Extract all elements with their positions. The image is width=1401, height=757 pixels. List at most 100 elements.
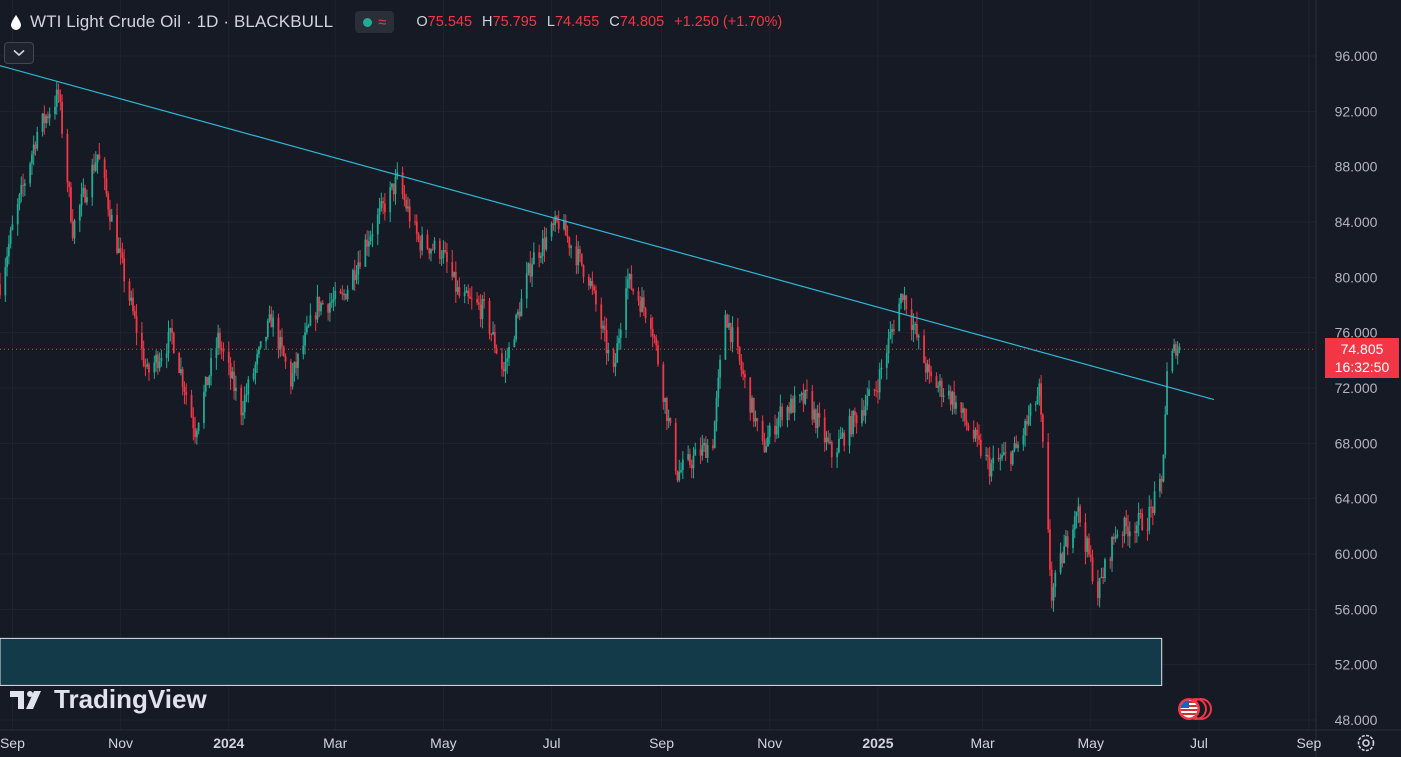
collapse-legend-button[interactable]	[4, 42, 34, 64]
candle-up-body	[32, 144, 35, 155]
high-value: 75.795	[492, 14, 537, 30]
candle-up-body	[352, 270, 354, 290]
symbol-name: WTI Light Crude Oil	[30, 12, 182, 31]
time-tick-label: Mar	[323, 735, 347, 751]
candle-up-body	[525, 273, 528, 299]
candle-down-body	[976, 429, 979, 436]
candle-up-body	[245, 394, 248, 396]
candle-up-body	[389, 187, 392, 213]
candle-up-body	[297, 354, 299, 368]
candle-down-body	[1112, 536, 1115, 539]
candle-up-body	[947, 390, 950, 396]
candle-down-body	[1047, 441, 1050, 530]
candle-down-body	[642, 297, 645, 309]
candle-up-body	[868, 389, 870, 396]
interval-label: 1D	[196, 12, 219, 31]
candle-up-body	[724, 314, 727, 360]
candle-up-body	[1098, 578, 1101, 599]
candle-up-body	[768, 425, 771, 437]
candle-up-body	[793, 395, 796, 413]
candle-down-body	[953, 392, 956, 409]
candle-down-body	[1066, 536, 1069, 548]
tradingview-logo[interactable]: TradingView	[10, 684, 207, 715]
candle-down-body	[568, 237, 571, 248]
candle-up-body	[614, 362, 617, 367]
candle-up-body	[527, 263, 530, 274]
candle-down-body	[392, 183, 395, 195]
candle-down-body	[605, 330, 608, 354]
candle-up-body	[1111, 536, 1113, 561]
candle-down-body	[321, 302, 324, 305]
candle-down-body	[22, 184, 24, 186]
candle-down-body	[997, 457, 1000, 460]
candle-up-body	[376, 214, 379, 235]
candle-down-body	[655, 338, 658, 346]
candle-up-body	[1166, 371, 1168, 415]
candle-up-body	[625, 288, 627, 330]
economic-events-flag-icon[interactable]	[1176, 697, 1214, 721]
candle-up-body	[775, 426, 778, 435]
market-status-pill[interactable]: ≈	[355, 11, 395, 33]
candle-up-body	[165, 353, 168, 358]
candle-down-body	[788, 406, 791, 413]
candle-down-body	[582, 265, 585, 277]
candle-down-body	[1139, 513, 1142, 515]
candle-up-body	[550, 223, 553, 237]
candle-down-body	[1026, 420, 1028, 425]
settings-gear-icon[interactable]	[1355, 732, 1377, 754]
candle-up-body	[110, 215, 113, 222]
candle-up-body	[334, 290, 337, 299]
candle-down-body	[637, 291, 640, 301]
candle-up-body	[463, 292, 466, 296]
symbol-title[interactable]: WTI Light Crude Oil · 1D · BLACKBULL	[30, 12, 333, 32]
candle-up-body	[1073, 516, 1076, 530]
close-label: C	[609, 14, 620, 30]
candle-up-body	[1164, 414, 1167, 455]
candle-up-body	[719, 359, 721, 378]
candle-down-body	[408, 206, 411, 222]
candle-up-body	[421, 234, 424, 251]
logo-text: TradingView	[54, 684, 207, 714]
candle-down-body	[121, 252, 124, 259]
candle-down-body	[761, 420, 764, 441]
time-tick-label: Nov	[108, 735, 133, 751]
candle-up-body	[999, 458, 1002, 460]
candle-up-body	[878, 369, 881, 393]
candle-down-body	[1121, 534, 1124, 536]
candle-down-body	[488, 300, 491, 334]
candle-down-body	[665, 398, 668, 421]
candle-down-body	[132, 297, 134, 311]
candle-up-body	[371, 234, 374, 237]
candle-down-body	[403, 194, 406, 200]
candle-up-body	[1153, 491, 1156, 514]
candle-up-body	[11, 224, 14, 230]
candle-up-body	[804, 389, 807, 404]
candle-down-body	[34, 144, 37, 149]
candle-up-body	[619, 329, 622, 338]
candle-up-body	[889, 331, 892, 339]
candle-up-body	[731, 327, 734, 343]
candle-up-body	[1017, 444, 1019, 449]
candle-up-body	[508, 347, 510, 359]
candle-up-body	[589, 280, 592, 286]
candle-down-body	[1015, 443, 1018, 449]
candle-up-body	[912, 325, 915, 330]
candle-up-body	[1148, 506, 1151, 531]
candle-up-body	[343, 294, 345, 296]
candle-up-body	[217, 332, 220, 348]
candle-up-body	[577, 249, 580, 266]
candle-up-body	[330, 301, 333, 303]
tradingview-mark-icon	[10, 690, 41, 709]
candle-up-body	[453, 272, 455, 277]
candle-up-body	[852, 411, 854, 435]
time-tick-label: May	[1078, 735, 1104, 751]
trendline	[0, 65, 1215, 401]
candle-up-body	[279, 337, 282, 350]
candle-down-body	[811, 391, 814, 420]
candle-down-body	[414, 221, 416, 223]
candle-up-body	[91, 164, 94, 198]
candle-down-body	[855, 415, 858, 424]
candle-down-body	[729, 323, 732, 343]
